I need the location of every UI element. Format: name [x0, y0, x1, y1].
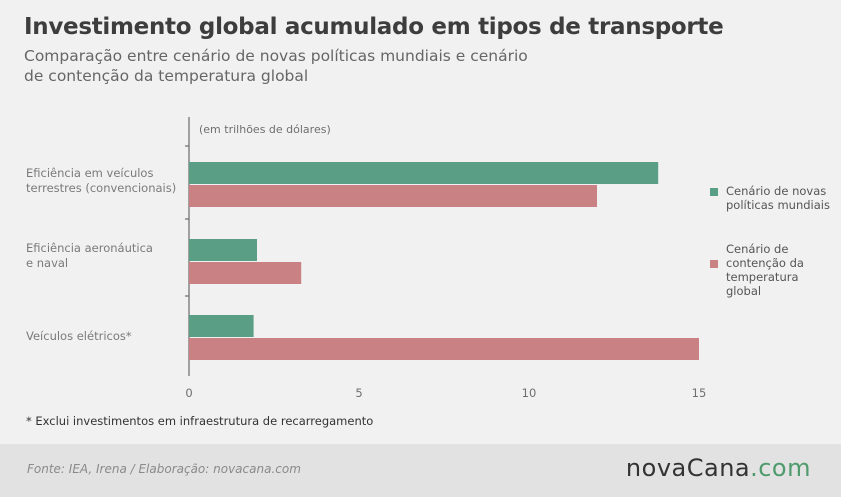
category-label-electric: Veículos elétricos*	[26, 329, 132, 343]
legend-label: Cenário de contenção da temperatura glob…	[726, 242, 804, 298]
category-label-aero-naval: Eficiência aeronáutica e naval	[26, 241, 153, 270]
x-tick-label: 0	[185, 386, 192, 400]
source-credit: Fonte: IEA, Irena / Elaboração: novacana…	[27, 462, 301, 476]
footer: Fonte: IEA, Irena / Elaboração: novacana…	[0, 444, 841, 497]
page-title: Investimento global acumulado em tipos d…	[24, 14, 724, 40]
bar-temperature-0	[189, 185, 597, 207]
legend-label: Cenário de novas políticas mundiais	[726, 184, 830, 212]
bar-temperature-1	[189, 262, 302, 284]
bar-new-policies-2	[189, 315, 254, 337]
logo-suffix: .com	[750, 454, 811, 482]
bar-new-policies-0	[189, 162, 659, 184]
x-tick-label: 5	[355, 386, 362, 400]
bar-chart: 0 5 10 15	[185, 117, 707, 400]
x-tick-label: 15	[692, 386, 707, 400]
legend-swatch	[710, 188, 718, 196]
legend-swatch	[710, 260, 718, 268]
page-subtitle: Comparação entre cenário de novas políti…	[24, 47, 528, 85]
logo-text: novaCana	[625, 454, 751, 482]
bar-new-policies-1	[189, 239, 257, 261]
bar-temperature-2	[189, 338, 699, 360]
brand-logo: novaCana.com	[626, 454, 811, 482]
footnote: * Exclui investimentos em infraestrutura…	[26, 414, 374, 428]
unit-note: (em trilhões de dólares)	[199, 123, 331, 136]
x-tick-label: 10	[522, 386, 537, 400]
category-label-vehicles: Eficiência em veículos terrestres (conve…	[26, 166, 177, 195]
